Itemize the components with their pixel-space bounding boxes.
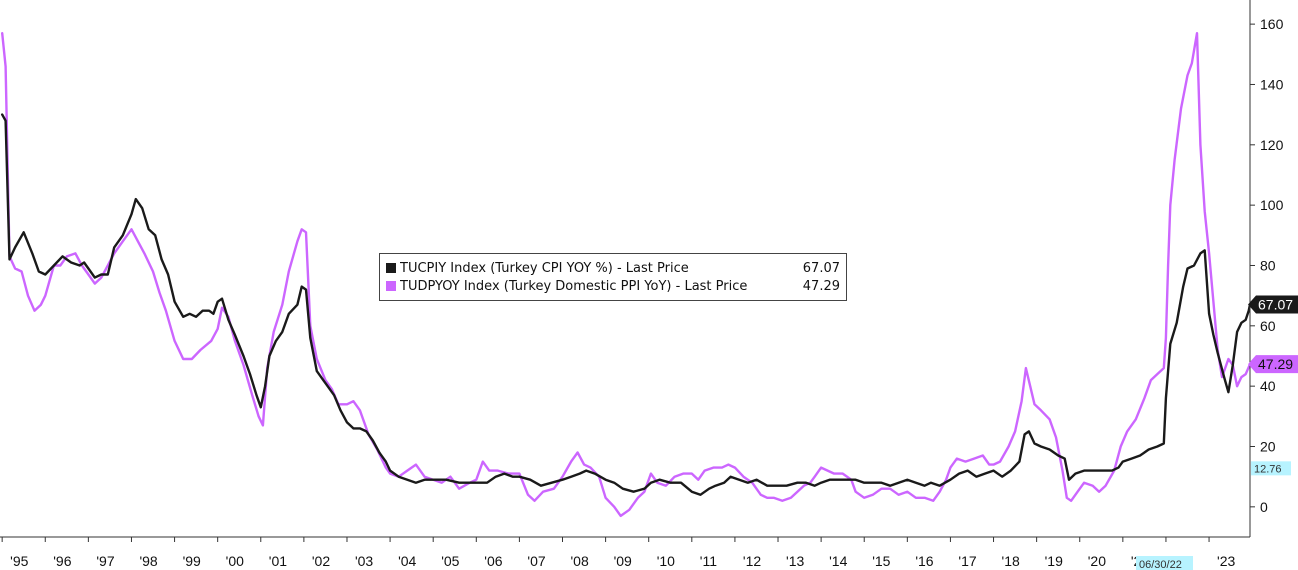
legend: TUCPIY Index (Turkey CPI YOY %) - Last P… [379, 253, 847, 301]
x-tick-label: '06 [484, 553, 502, 569]
x-tick-label: '12 [743, 553, 761, 569]
x-tick-label: '99 [183, 553, 201, 569]
legend-swatch-ppi [386, 281, 396, 291]
legend-value-cpi: 67.07 [802, 260, 840, 276]
annotation-date-box [1136, 556, 1193, 570]
x-tick-label: '13 [786, 553, 804, 569]
x-tick-label: '00 [226, 553, 244, 569]
value-tag-shape [1248, 295, 1298, 314]
x-tick-label: '95 [10, 553, 28, 569]
x-tick-label: '17 [958, 553, 976, 569]
annotation-level-tag: 12.76 [1251, 461, 1291, 476]
annotation-level-text: 12.76 [1254, 463, 1282, 475]
y-tick-label: 140 [1260, 76, 1284, 92]
series-layer [1, 32, 1252, 518]
x-tick-label: '19 [1045, 553, 1063, 569]
x-tick-label: '02 [312, 553, 330, 569]
x-tick-label: '07 [527, 553, 545, 569]
x-tick-label: '03 [355, 553, 373, 569]
x-tick-label: '97 [96, 553, 114, 569]
x-tick-label: '01 [269, 553, 287, 569]
annotation-date-tag: 06/30/22 [1136, 556, 1193, 570]
x-tick-label: '11 [700, 553, 717, 569]
annotation-level-box [1251, 461, 1291, 476]
x-tick-label: '16 [915, 553, 933, 569]
annotation-date-text: 06/30/22 [1139, 559, 1182, 570]
ppi-last-value-marker: 47.29 [1248, 355, 1298, 374]
y-axis-ticks: 0 20 40 60 80 100 120 140 160 [1250, 16, 1284, 515]
x-tick-label: '23 [1217, 553, 1235, 569]
cpi-series-line [1, 113, 1252, 496]
y-tick-label: 40 [1260, 378, 1276, 394]
y-tick-label: 60 [1260, 318, 1276, 334]
x-tick-label: '15 [872, 553, 890, 569]
x-tick-label: '04 [398, 553, 416, 569]
x-tick-label: '14 [829, 553, 847, 569]
x-tick-label: '10 [657, 553, 675, 569]
y-tick-label: 80 [1260, 257, 1276, 273]
y-tick-label: 0 [1260, 499, 1268, 515]
value-tag-text: 67.07 [1258, 296, 1293, 312]
x-tick-label: '05 [441, 553, 459, 569]
legend-entry-ppi: TUDPYOY Index (Turkey Domestic PPI YoY) … [386, 277, 840, 295]
ppi-series-line [1, 32, 1252, 518]
y-tick-label: 160 [1260, 16, 1284, 32]
x-tick-label: '96 [53, 553, 71, 569]
legend-entry-cpi: TUCPIY Index (Turkey CPI YOY %) - Last P… [386, 259, 840, 277]
x-tick-label: '09 [614, 553, 632, 569]
value-tag-shape [1248, 355, 1298, 374]
legend-label-cpi: TUCPIY Index (Turkey CPI YOY %) - Last P… [400, 260, 689, 276]
legend-swatch-cpi [386, 263, 396, 273]
y-tick-label: 20 [1260, 438, 1276, 454]
value-tag-text: 47.29 [1258, 356, 1293, 372]
cpi-last-value-marker: 67.07 [1248, 295, 1298, 314]
x-axis-ticks: '95 '96 '97 '98 '99 '00 '01 '02 '03 '04 '05 '06 '07 '… [1, 537, 1236, 569]
x-tick-label: '08 [571, 553, 589, 569]
x-tick-label: '20 [1088, 553, 1106, 569]
y-tick-label: 120 [1260, 137, 1284, 153]
annotations: 12.76 06/30/22 [1136, 461, 1291, 570]
x-tick-label: '18 [1002, 553, 1020, 569]
legend-value-ppi: 47.29 [802, 278, 840, 294]
x-tick-label: '98 [139, 553, 157, 569]
legend-label-ppi: TUDPYOY Index (Turkey Domestic PPI YoY) … [400, 278, 748, 294]
last-value-markers: 67.07 47.29 [1248, 295, 1298, 374]
y-tick-label: 100 [1260, 197, 1284, 213]
